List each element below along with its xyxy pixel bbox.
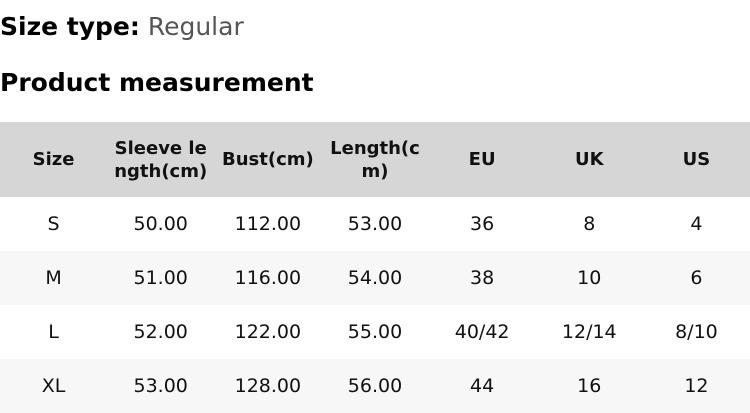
table-cell: 56.00 bbox=[321, 359, 429, 413]
column-header: Sleeve length(cm) bbox=[107, 122, 215, 197]
table-row: XL 53.00 128.00 56.00 44 16 12 bbox=[0, 359, 750, 413]
size-type-value: Regular bbox=[147, 12, 244, 41]
table-cell: L bbox=[48, 321, 59, 343]
table-cell: 8 bbox=[583, 213, 596, 235]
table-cell: 10 bbox=[535, 251, 643, 305]
column-header: UK bbox=[535, 122, 643, 197]
size-type-label: Size type: bbox=[0, 12, 140, 41]
table-cell: 112.00 bbox=[234, 213, 302, 235]
table-cell: 52.00 bbox=[133, 321, 188, 343]
table-row: M 51.00 116.00 54.00 38 10 6 bbox=[0, 251, 750, 305]
size-type: Size type: Regular bbox=[0, 12, 244, 41]
table-cell: 12/14 bbox=[561, 321, 617, 343]
table-cell: 6 bbox=[642, 251, 750, 305]
header-row: Size Sleeve length(cm) Bust(cm) Length(cm) E… bbox=[0, 122, 750, 197]
column-header: Length(cm) bbox=[321, 122, 429, 197]
table-cell: 55.00 bbox=[347, 321, 403, 343]
table-cell: 116.00 bbox=[214, 251, 322, 305]
column-header: EU bbox=[428, 122, 536, 197]
table-cell: 40/42 bbox=[454, 321, 510, 343]
column-header: Bust(cm) bbox=[214, 122, 322, 197]
table-cell: S bbox=[47, 213, 60, 235]
table-cell: XL bbox=[0, 359, 108, 413]
table-cell: 122.00 bbox=[234, 321, 302, 343]
table-cell: 38 bbox=[428, 251, 536, 305]
table-row: L 52.00 122.00 55.00 40/42 12/14 8/10 bbox=[0, 305, 750, 359]
table-cell: 4 bbox=[690, 213, 703, 235]
table-cell: M bbox=[0, 251, 108, 305]
table-cell: 50.00 bbox=[133, 213, 188, 235]
table-cell: 12 bbox=[642, 359, 750, 413]
table-cell: 53.00 bbox=[107, 359, 215, 413]
table-cell: 8/10 bbox=[675, 321, 718, 343]
table-cell: 16 bbox=[535, 359, 643, 413]
measurement-table: Size Sleeve length(cm) Bust(cm) Length(cm) E… bbox=[0, 122, 750, 413]
table-row: S 50.00 112.00 53.00 36 8 4 bbox=[0, 197, 750, 251]
table-cell: 53.00 bbox=[347, 213, 403, 235]
column-header: Size bbox=[0, 122, 108, 197]
section-heading: Product measurement bbox=[0, 68, 314, 97]
table-cell: 54.00 bbox=[321, 251, 429, 305]
table-cell: 51.00 bbox=[107, 251, 215, 305]
column-header: US bbox=[642, 122, 750, 197]
table-cell: 36 bbox=[470, 213, 495, 235]
table-cell: 128.00 bbox=[214, 359, 322, 413]
table-cell: 44 bbox=[428, 359, 536, 413]
